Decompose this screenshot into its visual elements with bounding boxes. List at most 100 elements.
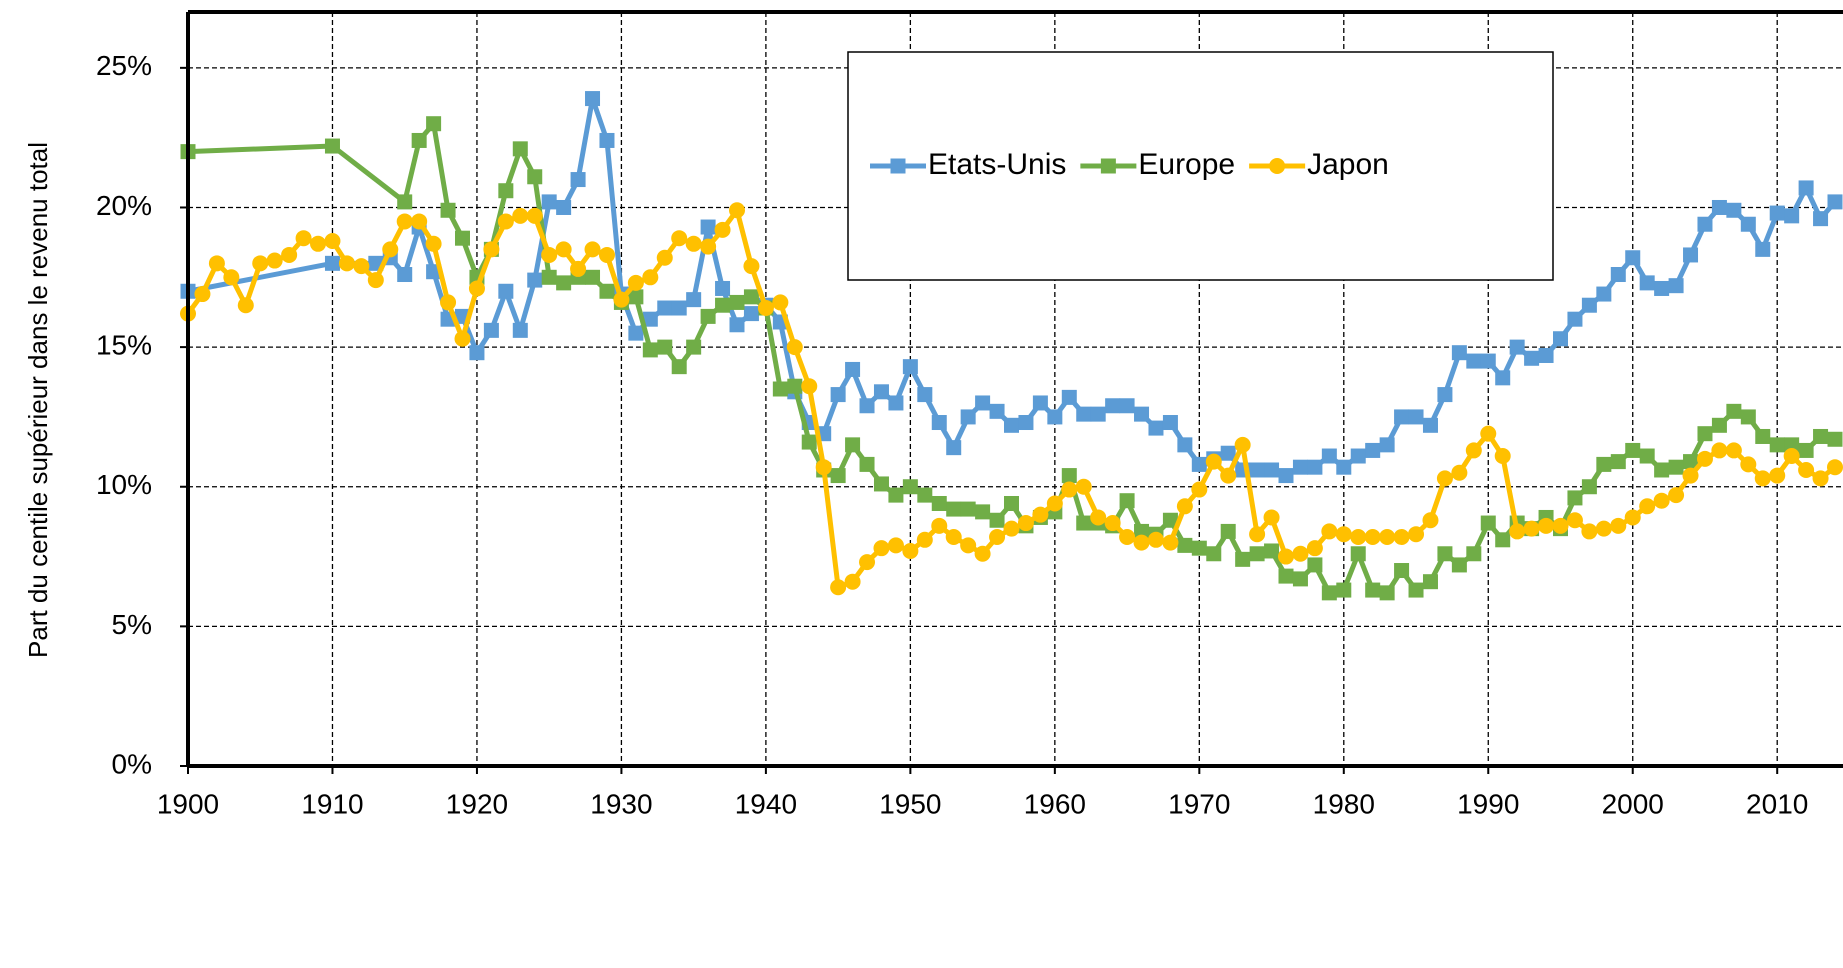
point xyxy=(1827,431,1843,447)
point xyxy=(1076,406,1092,422)
point xyxy=(1422,512,1439,529)
point xyxy=(1726,403,1742,419)
point xyxy=(960,409,976,425)
point xyxy=(1754,470,1771,487)
point xyxy=(1269,158,1286,174)
point xyxy=(1798,180,1814,196)
point xyxy=(1249,462,1265,478)
point xyxy=(1379,585,1395,601)
point xyxy=(1379,529,1396,546)
point xyxy=(1509,339,1525,355)
point xyxy=(642,269,659,286)
point xyxy=(888,395,904,411)
point xyxy=(1234,436,1251,453)
point xyxy=(916,531,933,548)
y-tick-label: 15% xyxy=(96,330,152,361)
point xyxy=(1654,280,1670,296)
x-tick-label: 1900 xyxy=(157,788,219,819)
point xyxy=(1090,509,1107,526)
point xyxy=(1654,462,1670,478)
point xyxy=(396,213,413,230)
point xyxy=(1394,409,1410,425)
point xyxy=(527,169,543,185)
point xyxy=(1100,158,1116,174)
point xyxy=(1451,464,1468,481)
point xyxy=(1335,526,1352,543)
point xyxy=(425,235,442,252)
point xyxy=(397,194,413,210)
point xyxy=(801,434,817,450)
x-tick-label: 1980 xyxy=(1313,788,1375,819)
plot xyxy=(180,91,1843,601)
point xyxy=(1191,540,1207,556)
point xyxy=(440,294,457,311)
point xyxy=(902,542,919,559)
point xyxy=(888,487,904,503)
point xyxy=(989,403,1005,419)
point xyxy=(1639,498,1656,515)
point xyxy=(787,378,803,394)
point xyxy=(1625,442,1641,458)
point xyxy=(1133,534,1150,551)
point xyxy=(1740,216,1756,232)
point xyxy=(1177,437,1193,453)
point xyxy=(1321,585,1337,601)
point xyxy=(1379,437,1395,453)
point xyxy=(584,241,601,258)
point xyxy=(252,255,269,272)
point xyxy=(1494,448,1511,465)
point xyxy=(1003,520,1020,537)
point xyxy=(1350,529,1367,546)
point xyxy=(1307,459,1323,475)
point xyxy=(1798,461,1815,478)
point xyxy=(1162,512,1178,528)
point xyxy=(1336,582,1352,598)
point xyxy=(1465,442,1482,459)
point xyxy=(498,183,514,199)
point xyxy=(801,378,818,395)
point xyxy=(1495,532,1511,548)
point xyxy=(1032,506,1049,523)
point xyxy=(498,283,514,299)
point xyxy=(628,325,644,341)
point xyxy=(426,116,442,132)
point xyxy=(1784,437,1800,453)
point xyxy=(1119,398,1135,414)
point xyxy=(1321,448,1337,464)
point xyxy=(1480,353,1496,369)
point xyxy=(397,267,413,283)
point xyxy=(1798,442,1814,458)
point xyxy=(1451,345,1467,361)
point xyxy=(657,300,673,316)
point xyxy=(1610,454,1626,470)
point xyxy=(786,339,803,356)
point xyxy=(1176,498,1193,515)
x-tick-label: 1910 xyxy=(301,788,363,819)
point xyxy=(1119,493,1135,509)
point xyxy=(527,272,543,288)
point xyxy=(1220,467,1237,484)
point xyxy=(613,291,630,308)
point xyxy=(1394,563,1410,579)
point xyxy=(642,342,658,358)
x-tick-label: 1920 xyxy=(446,788,508,819)
point xyxy=(1725,442,1742,459)
point xyxy=(1538,517,1555,534)
point xyxy=(1755,428,1771,444)
point xyxy=(585,91,601,107)
point xyxy=(1813,428,1829,444)
point xyxy=(1147,531,1164,548)
point xyxy=(1047,409,1063,425)
point xyxy=(570,172,586,188)
point xyxy=(1076,515,1092,531)
point xyxy=(469,345,485,361)
point xyxy=(975,504,991,520)
point xyxy=(1466,546,1482,562)
point xyxy=(310,235,327,252)
point xyxy=(1235,551,1251,567)
point xyxy=(483,241,500,258)
point xyxy=(1393,529,1410,546)
point xyxy=(1596,456,1612,472)
point xyxy=(1119,529,1136,546)
point xyxy=(686,292,702,308)
